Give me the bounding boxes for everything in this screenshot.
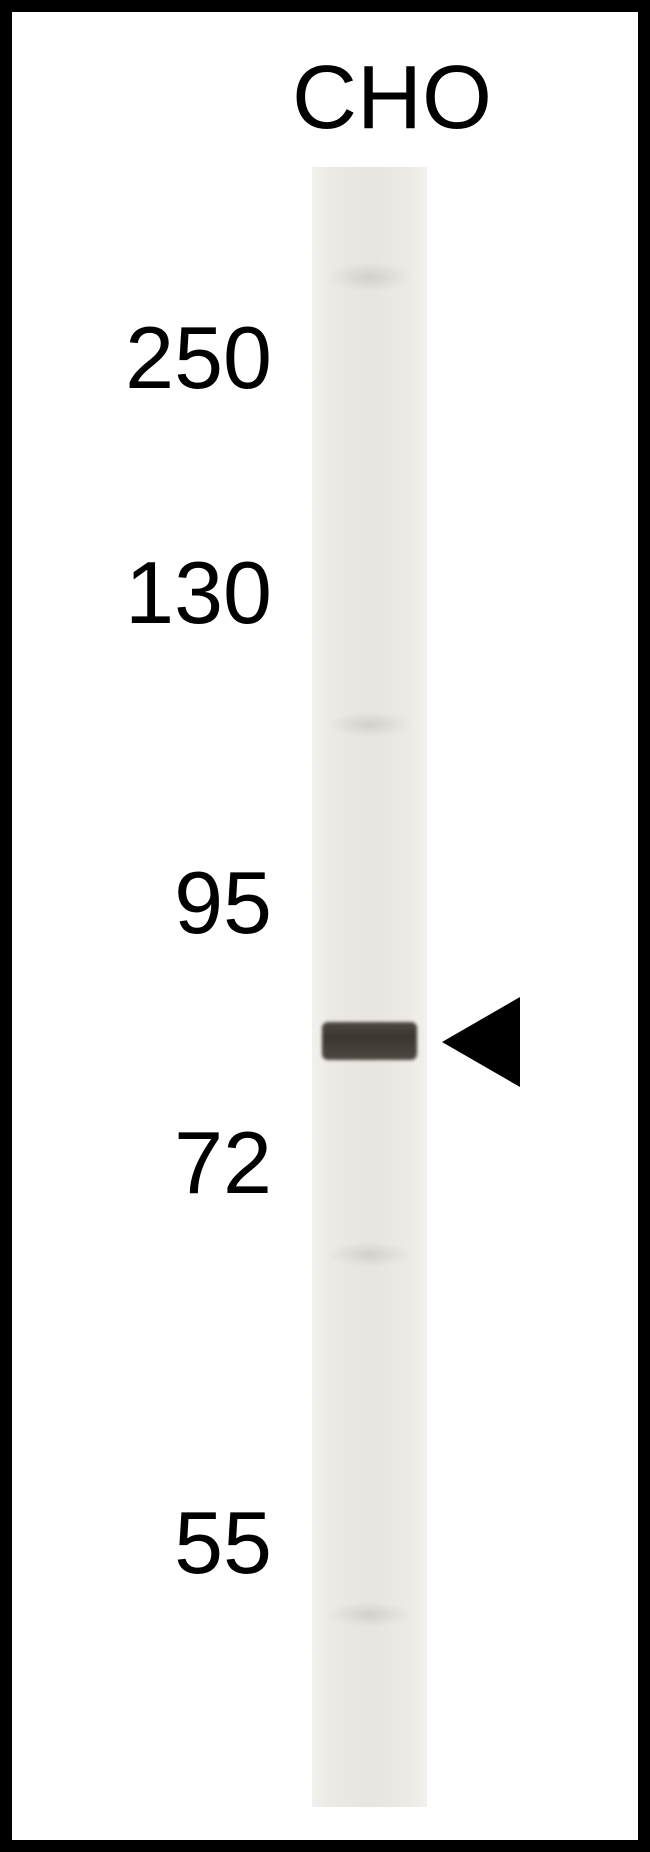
detected-band <box>322 1022 417 1060</box>
lane-strip <box>312 167 427 1807</box>
mw-marker-130: 130 <box>52 542 272 644</box>
faint-band <box>327 262 412 292</box>
faint-band <box>327 712 412 737</box>
faint-band <box>327 1602 412 1627</box>
mw-marker-250: 250 <box>52 307 272 409</box>
mw-marker-72: 72 <box>52 1112 272 1214</box>
faint-band <box>327 1242 412 1267</box>
western-blot-figure: CHO 250 130 95 72 55 <box>0 0 650 1852</box>
lane-header-cho: CHO <box>292 47 492 150</box>
mw-marker-95: 95 <box>52 852 272 954</box>
mw-marker-55: 55 <box>52 1492 272 1594</box>
band-arrow-icon <box>442 997 520 1087</box>
